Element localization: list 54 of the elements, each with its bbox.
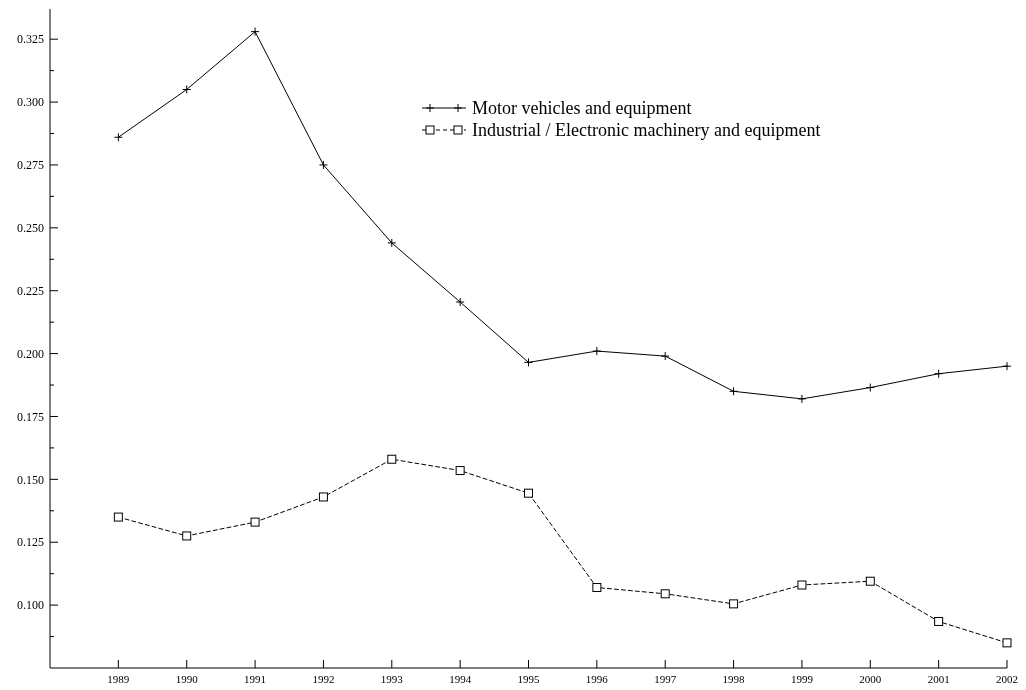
x-tick-label: 1998 — [722, 673, 746, 685]
point — [387, 238, 397, 248]
x-tick-label: 1994 — [449, 673, 472, 685]
point — [455, 466, 465, 476]
y-tick-label: 0.150 — [17, 472, 44, 487]
y-tick-label: 0.300 — [17, 95, 44, 110]
legend-label: Motor vehicles and equipment — [472, 98, 692, 119]
x-tick-label: 1993 — [380, 673, 404, 685]
point — [524, 488, 533, 498]
y-tick-label: 0.100 — [17, 598, 44, 613]
point — [797, 394, 807, 404]
point — [592, 583, 602, 593]
point — [182, 531, 192, 541]
point — [250, 27, 260, 37]
x-tick-label: 1992 — [312, 673, 335, 685]
x-tick-label: 2002 — [996, 673, 1018, 685]
point — [113, 512, 123, 522]
y-tick-label: 0.225 — [17, 283, 44, 298]
x-tick-label: 2001 — [927, 673, 950, 685]
x-tick-label: 2000 — [859, 673, 882, 685]
point — [934, 616, 944, 626]
x-tick-label: 1997 — [654, 673, 677, 685]
point — [182, 84, 192, 94]
legend-label: Industrial / Electronic machinery and equipment — [472, 120, 821, 141]
point — [729, 599, 739, 609]
point — [1002, 361, 1012, 371]
point — [387, 454, 397, 464]
y-tick-label: 0.250 — [17, 221, 44, 236]
y-tick-label: 0.200 — [17, 346, 44, 361]
y-tick-label: 0.325 — [17, 32, 44, 47]
point — [455, 297, 465, 307]
y-tick-label: 0.125 — [17, 535, 44, 550]
point — [660, 351, 670, 361]
point — [660, 589, 670, 599]
point — [318, 160, 328, 170]
x-tick-label: 1999 — [790, 673, 814, 685]
x-tick-label: 1996 — [585, 673, 609, 685]
point — [934, 369, 944, 379]
point — [1002, 638, 1012, 648]
x-tick-label: 1991 — [244, 673, 267, 685]
point — [865, 576, 875, 586]
x-tick-label: 1995 — [517, 673, 540, 685]
point — [729, 386, 739, 396]
y-tick-label: 0.275 — [17, 158, 44, 173]
x-tick-label: 1989 — [107, 673, 130, 685]
point — [318, 492, 328, 502]
point — [592, 346, 602, 356]
y-tick-label: 0.175 — [17, 409, 44, 424]
point — [797, 580, 807, 590]
point — [113, 132, 123, 142]
point — [865, 383, 875, 393]
x-tick-label: 1990 — [175, 673, 199, 685]
point — [250, 517, 260, 527]
point — [524, 357, 533, 367]
